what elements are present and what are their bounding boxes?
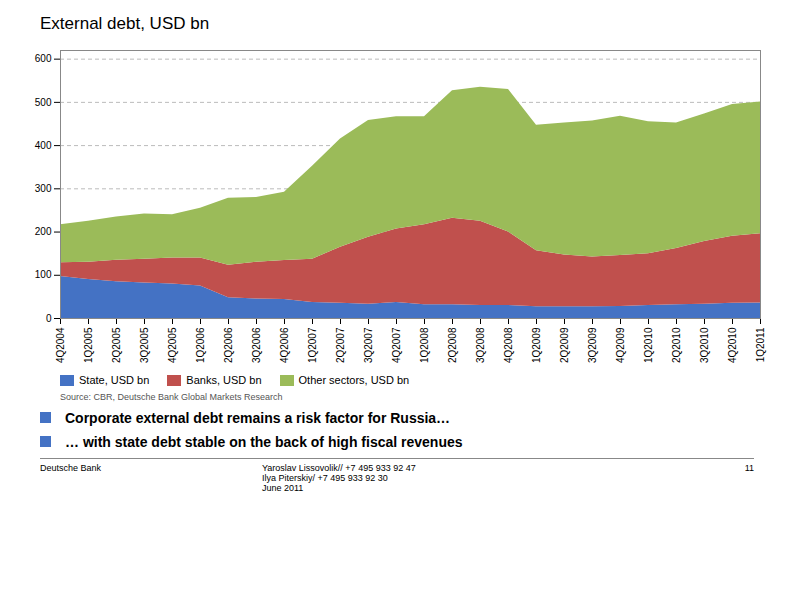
svg-text:0: 0 <box>46 313 52 324</box>
html-text:Other sectors, USD bn: Other sectors, USD bn <box>298 374 410 386</box>
svg-text:4Q2004: 4Q2004 <box>55 327 66 363</box>
svg-text:1Q2008: 1Q2008 <box>419 327 430 363</box>
svg-text:1Q2005: 1Q2005 <box>83 327 94 363</box>
svg-text:4Q2008: 4Q2008 <box>503 327 514 363</box>
svg-text:200: 200 <box>35 226 52 237</box>
html-text:Banks, USD bn: Banks, USD bn <box>186 374 262 386</box>
svg-text:4Q2007: 4Q2007 <box>391 327 402 363</box>
svg-text:1Q2011: 1Q2011 <box>755 327 766 362</box>
svg-text:4Q2009: 4Q2009 <box>615 327 626 363</box>
svg-text:2Q2006: 2Q2006 <box>223 327 234 363</box>
svg-text:2Q2007: 2Q2007 <box>335 327 346 363</box>
svg-text:3Q2007: 3Q2007 <box>363 327 374 363</box>
html-text:External debt, USD bn: External debt, USD bn <box>40 14 210 33</box>
svg-text:2Q2009: 2Q2009 <box>559 327 570 363</box>
svg-text:3Q2010: 3Q2010 <box>699 327 710 363</box>
svg-text:4Q2010: 4Q2010 <box>727 327 738 363</box>
svg-text:3Q2009: 3Q2009 <box>587 327 598 363</box>
svg-text:100: 100 <box>35 269 52 280</box>
html-text:Source: CBR, Deutsche Bank Glo: Source: CBR, Deutsche Bank Global Market… <box>60 392 283 402</box>
html-text:Corporate external debt remain: Corporate external debt remains a risk f… <box>65 410 451 426</box>
svg-text:300: 300 <box>35 183 52 194</box>
html-text:… with state debt stable on th: … with state debt stable on the back of … <box>65 434 463 450</box>
svg-text:3Q2006: 3Q2006 <box>251 327 262 363</box>
svg-text:1Q2009: 1Q2009 <box>531 327 542 363</box>
html-text:11: 11 <box>744 463 754 473</box>
svg-text:1Q2010: 1Q2010 <box>643 327 654 363</box>
svg-text:1Q2007: 1Q2007 <box>307 327 318 363</box>
svg-text:2Q2005: 2Q2005 <box>111 327 122 363</box>
svg-text:4Q2005: 4Q2005 <box>167 327 178 363</box>
html-text:State, USD bn: State, USD bn <box>79 374 150 386</box>
svg-text:500: 500 <box>35 97 52 108</box>
svg-text:2Q2008: 2Q2008 <box>447 327 458 363</box>
svg-text:400: 400 <box>35 140 52 151</box>
html-text:Yaroslav Lissovolik// +7 495 9: Yaroslav Lissovolik// +7 495 933 92 47 I… <box>262 463 416 493</box>
svg-text:3Q2008: 3Q2008 <box>475 327 486 363</box>
svg-text:2Q2010: 2Q2010 <box>671 327 682 363</box>
html-text:Deutsche Bank: Deutsche Bank <box>40 463 101 473</box>
svg-text:600: 600 <box>35 53 52 64</box>
svg-text:1Q2006: 1Q2006 <box>195 327 206 363</box>
svg-text:3Q2005: 3Q2005 <box>139 327 150 363</box>
svg-text:4Q2006: 4Q2006 <box>279 327 290 363</box>
